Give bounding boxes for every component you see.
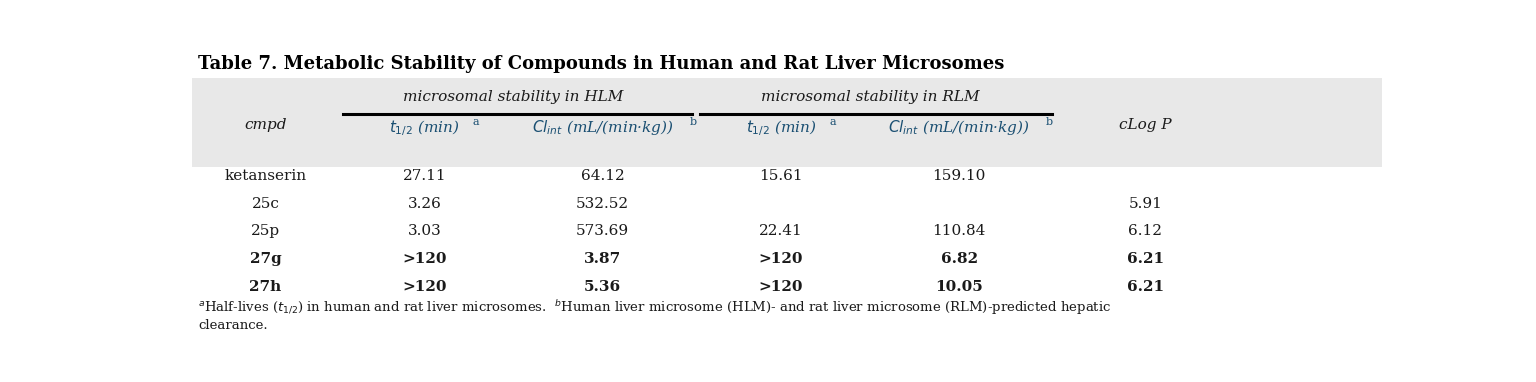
Text: 110.84: 110.84 xyxy=(932,225,986,238)
Text: a: a xyxy=(473,117,479,128)
Text: 3.03: 3.03 xyxy=(407,225,441,238)
Text: 22.41: 22.41 xyxy=(759,225,803,238)
Text: $Cl_{int}$ (mL/(min·kg)): $Cl_{int}$ (mL/(min·kg)) xyxy=(888,118,1031,137)
Text: >120: >120 xyxy=(402,280,447,294)
Text: 25c: 25c xyxy=(252,197,280,211)
Text: cLog P: cLog P xyxy=(1118,118,1172,132)
Text: b: b xyxy=(1046,117,1054,128)
Text: 3.26: 3.26 xyxy=(407,197,441,211)
Text: $^a$Half-lives ($t_{1/2}$) in human and rat liver microsomes.  $^b$Human liver m: $^a$Half-lives ($t_{1/2}$) in human and … xyxy=(198,298,1112,332)
Text: 6.82: 6.82 xyxy=(940,252,978,266)
Text: ketanserin: ketanserin xyxy=(224,169,307,183)
Text: >120: >120 xyxy=(402,252,447,266)
Text: >120: >120 xyxy=(759,280,803,294)
Text: 64.12: 64.12 xyxy=(581,169,625,183)
Text: 6.12: 6.12 xyxy=(1129,225,1163,238)
Text: $t_{1/2}$ (min): $t_{1/2}$ (min) xyxy=(746,118,816,138)
Text: a: a xyxy=(829,117,836,128)
Text: 5.36: 5.36 xyxy=(584,280,622,294)
Text: b: b xyxy=(690,117,697,128)
Text: 159.10: 159.10 xyxy=(932,169,986,183)
Text: microsomal stability in HLM: microsomal stability in HLM xyxy=(404,91,624,105)
Text: 3.87: 3.87 xyxy=(584,252,622,266)
Text: 27g: 27g xyxy=(250,252,281,266)
Text: 6.21: 6.21 xyxy=(1127,252,1164,266)
Text: 10.05: 10.05 xyxy=(935,280,983,294)
Text: >120: >120 xyxy=(759,252,803,266)
Text: 15.61: 15.61 xyxy=(759,169,803,183)
Text: 6.21: 6.21 xyxy=(1127,280,1164,294)
Text: 25p: 25p xyxy=(250,225,280,238)
Text: $Cl_{int}$ (mL/(min·kg)): $Cl_{int}$ (mL/(min·kg)) xyxy=(531,118,674,137)
Text: Table 7. Metabolic Stability of Compounds in Human and Rat Liver Microsomes: Table 7. Metabolic Stability of Compound… xyxy=(198,55,1005,73)
Text: 573.69: 573.69 xyxy=(576,225,630,238)
Text: 5.91: 5.91 xyxy=(1129,197,1163,211)
Text: $t_{1/2}$ (min): $t_{1/2}$ (min) xyxy=(389,118,459,138)
Text: 27h: 27h xyxy=(249,280,281,294)
Text: 532.52: 532.52 xyxy=(576,197,630,211)
Text: microsomal stability in RLM: microsomal stability in RLM xyxy=(760,91,980,105)
Text: 27.11: 27.11 xyxy=(402,169,447,183)
Text: cmpd: cmpd xyxy=(244,118,287,132)
Bar xyxy=(192,78,1382,167)
